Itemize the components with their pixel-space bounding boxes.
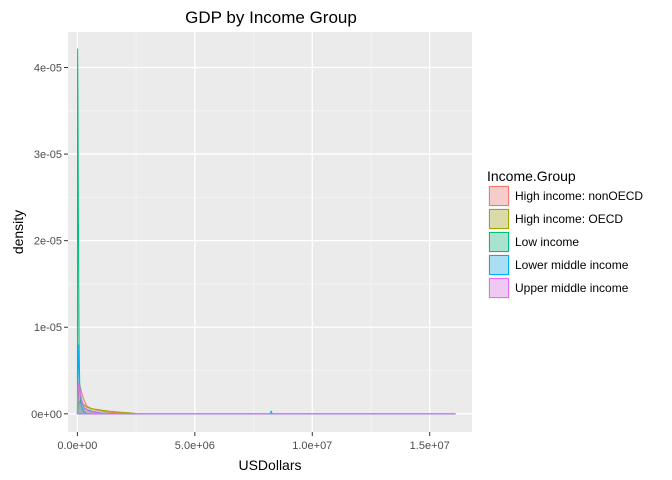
legend-item-lower-middle-income: Lower middle income <box>488 254 629 276</box>
y-axis-title: density <box>10 210 26 254</box>
legend-item-high-income-oecd: High income: OECD <box>488 208 623 230</box>
legend-label: Lower middle income <box>515 258 629 272</box>
legend-label: Upper middle income <box>515 281 629 295</box>
chart-title: GDP by Income Group <box>185 8 357 27</box>
y-tick-label: 0e+00 <box>31 409 62 421</box>
minor-gridlines <box>68 32 472 432</box>
legend-key-background <box>488 231 510 253</box>
x-tick-label: 5.0e+06 <box>175 440 215 452</box>
x-axis-title: USDollars <box>238 457 301 473</box>
y-tick-label: 3e-05 <box>34 149 62 161</box>
plot-panel <box>68 32 472 432</box>
density-series <box>76 48 456 415</box>
legend-key-background <box>488 185 510 207</box>
x-tick-label: 0.0e+00 <box>57 440 97 452</box>
legend-key-background <box>488 277 510 299</box>
legend-items: High income: nonOECD High income: OECD Low… <box>488 185 643 299</box>
legend-item-low-income: Low income <box>488 231 579 253</box>
legend-label: Low income <box>515 235 579 249</box>
y-axis-ticks: 0e+00 1e-05 2e-05 3e-05 4e-05 <box>31 62 68 421</box>
x-tick-label: 1.0e+07 <box>292 440 332 452</box>
legend-swatch <box>489 255 509 275</box>
legend-swatch <box>489 278 509 298</box>
legend-swatch <box>489 209 509 229</box>
y-tick-label: 1e-05 <box>34 322 62 334</box>
x-tick-label: 1.5e+07 <box>410 440 450 452</box>
legend-title: Income.Group <box>487 168 576 184</box>
legend-label: High income: nonOECD <box>515 189 643 203</box>
legend-swatch <box>489 232 509 252</box>
x-axis-ticks: 0.0e+00 5.0e+06 1.0e+07 1.5e+07 <box>57 432 450 452</box>
legend-label: High income: OECD <box>515 212 623 226</box>
legend-key-background <box>488 208 510 230</box>
legend-item-upper-middle-income: Upper middle income <box>488 277 629 299</box>
density-area-upper-middle-income <box>76 382 456 415</box>
legend-swatch <box>489 186 509 206</box>
y-tick-label: 2e-05 <box>34 236 62 248</box>
legend-item-high-income-nonoecd: High income: nonOECD <box>488 185 643 207</box>
y-tick-label: 4e-05 <box>34 62 62 74</box>
legend-key-background <box>488 254 510 276</box>
